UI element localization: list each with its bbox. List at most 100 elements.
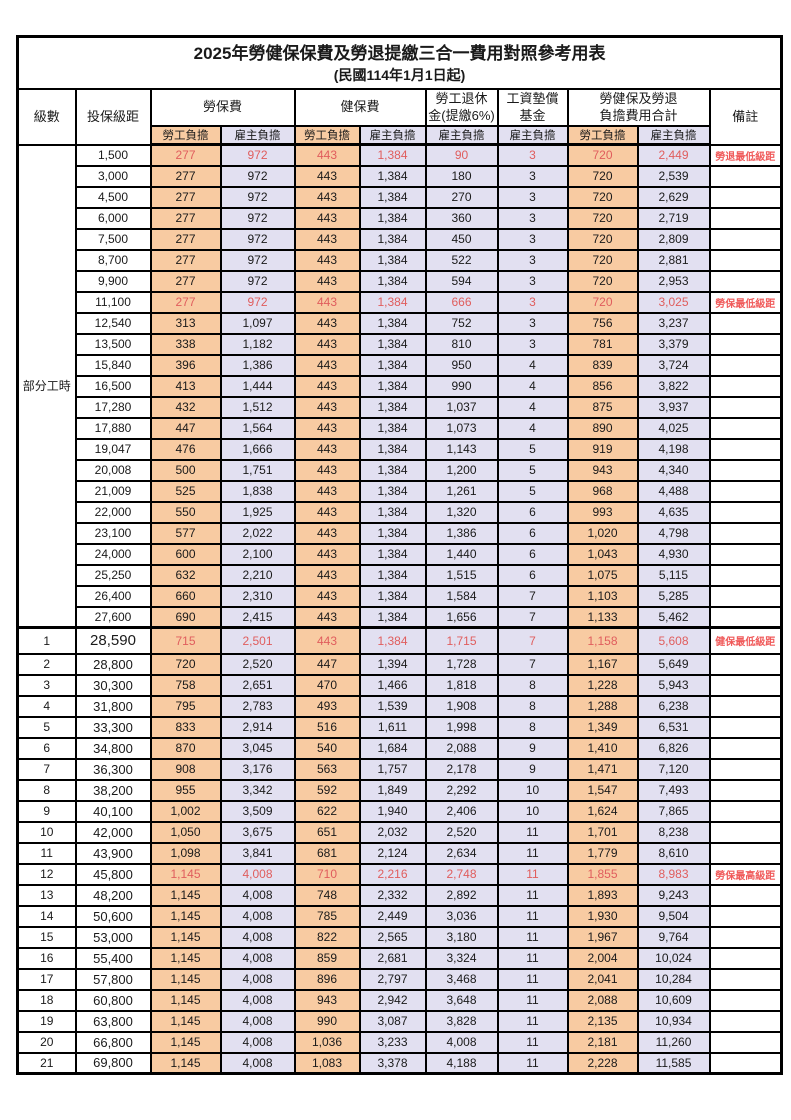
total-employer-cell: 4,340: [636, 458, 711, 482]
wage-fund-employer-cell: 8: [496, 673, 569, 697]
remark-cell: [708, 542, 783, 566]
total-employee-cell: 2,228: [566, 1051, 639, 1075]
labor-fee-employee-cell: 1,050: [149, 820, 222, 844]
health-fee-employer-cell: 1,384: [358, 311, 427, 335]
remark-cell: [708, 227, 783, 251]
pension-employer-cell: 3,648: [424, 988, 499, 1012]
bracket-cell: 33,300: [74, 715, 152, 739]
remark-cell: [708, 652, 783, 676]
remark-cell: [708, 206, 783, 230]
health-fee-employer-cell: 1,384: [358, 185, 427, 209]
labor-fee-employer-cell: 1,666: [219, 437, 296, 461]
table-row: 8,700 277 972 443 1,384 522 3 720 2,881: [18, 248, 783, 272]
table-row: 20,008 500 1,751 443 1,384 1,200 5 943 4,340: [18, 458, 783, 482]
header-labor-insurance: 勞保費: [149, 87, 296, 127]
level-cell: 4: [16, 694, 77, 718]
table-row: 9,900 277 972 443 1,384 594 3 720 2,953: [18, 269, 783, 293]
total-employee-cell: 720: [566, 206, 639, 230]
header-health-insurance: 健保費: [293, 87, 427, 127]
level-cell: 9: [16, 799, 77, 823]
health-fee-employer-cell: 1,757: [358, 757, 427, 781]
total-employer-cell: 2,629: [636, 185, 711, 209]
table-row: 15,840 396 1,386 443 1,384 950 4 839 3,724: [18, 353, 783, 377]
remark-cell: [708, 967, 783, 991]
level-cell: 11: [16, 841, 77, 865]
bracket-cell: 55,400: [74, 946, 152, 970]
labor-fee-employer-cell: 1,182: [219, 332, 296, 356]
total-employer-cell: 5,285: [636, 584, 711, 608]
total-employer-cell: 2,449: [636, 143, 711, 167]
table-row: 6 34,800 870 3,045 540 1,684 2,088 9 1,410 6,826: [16, 736, 783, 760]
labor-fee-employee-cell: 1,098: [149, 841, 222, 865]
bracket-cell: 38,200: [74, 778, 152, 802]
pension-employer-cell: 2,748: [424, 862, 499, 886]
total-employer-cell: 2,539: [636, 164, 711, 188]
total-employee-cell: 993: [566, 500, 639, 524]
level-cell: 17: [16, 967, 77, 991]
labor-fee-employee-cell: 500: [149, 458, 222, 482]
total-employer-cell: 4,635: [636, 500, 711, 524]
pension-employer-cell: 1,037: [424, 395, 499, 419]
total-employee-cell: 875: [566, 395, 639, 419]
table-row: 17 57,800 1,145 4,008 896 2,797 3,468 11 2,041 10…: [16, 967, 783, 991]
health-fee-employer-cell: 1,384: [358, 563, 427, 587]
bracket-cell: 17,880: [74, 416, 152, 440]
labor-fee-employer-cell: 1,564: [219, 416, 296, 440]
wage-fund-employer-cell: 5: [496, 479, 569, 503]
wage-fund-employer-cell: 3: [496, 269, 569, 293]
table-row: 25,250 632 2,210 443 1,384 1,515 6 1,075 5,115: [18, 563, 783, 587]
health-fee-employer-cell: 1,384: [358, 290, 427, 314]
bracket-cell: 9,900: [74, 269, 152, 293]
bracket-cell: 27,600: [74, 605, 152, 629]
level-cell: 6: [16, 736, 77, 760]
wage-fund-employer-cell: 3: [496, 311, 569, 335]
labor-fee-employer-cell: 4,008: [219, 988, 296, 1012]
header-remark: 備註: [708, 87, 783, 146]
pension-employer-cell: 360: [424, 206, 499, 230]
table-row: 24,000 600 2,100 443 1,384 1,440 6 1,043 4,930: [18, 542, 783, 566]
bracket-cell: 30,300: [74, 673, 152, 697]
labor-fee-employee-cell: 632: [149, 563, 222, 587]
health-fee-employer-cell: 1,384: [358, 542, 427, 566]
pension-employer-cell: 90: [424, 143, 499, 167]
labor-fee-employer-cell: 972: [219, 248, 296, 272]
total-employee-cell: 1,701: [566, 820, 639, 844]
bracket-cell: 40,100: [74, 799, 152, 823]
bracket-cell: 6,000: [74, 206, 152, 230]
health-fee-employer-cell: 1,684: [358, 736, 427, 760]
level-cell: 10: [16, 820, 77, 844]
labor-fee-employer-cell: 972: [219, 164, 296, 188]
labor-fee-employer-cell: 972: [219, 290, 296, 314]
total-employee-cell: 943: [566, 458, 639, 482]
health-fee-employee-cell: 651: [293, 820, 361, 844]
remark-cell: [708, 395, 783, 419]
labor-fee-employer-cell: 4,008: [219, 1030, 296, 1054]
table-row: 19,047 476 1,666 443 1,384 1,143 5 919 4,198: [18, 437, 783, 461]
level-cell: 1: [16, 626, 77, 655]
header-pension-line2: 金(提繳6%): [428, 108, 495, 124]
health-fee-employee-cell: 470: [293, 673, 361, 697]
table-row: 12,540 313 1,097 443 1,384 752 3 756 3,237: [18, 311, 783, 335]
table-row: 26,400 660 2,310 443 1,384 1,584 7 1,103 5,285: [18, 584, 783, 608]
wage-fund-employer-cell: 11: [496, 946, 569, 970]
level-cell: 20: [16, 1030, 77, 1054]
labor-fee-employer-cell: 972: [219, 269, 296, 293]
bracket-cell: 60,800: [74, 988, 152, 1012]
pension-employer-cell: 4,188: [424, 1051, 499, 1075]
bracket-cell: 13,500: [74, 332, 152, 356]
pension-employer-cell: 1,386: [424, 521, 499, 545]
labor-fee-employee-cell: 720: [149, 652, 222, 676]
wage-fund-employer-cell: 8: [496, 715, 569, 739]
header-total-employer: 雇主負擔: [636, 124, 711, 147]
bracket-cell: 11,100: [74, 290, 152, 314]
bracket-cell: 17,280: [74, 395, 152, 419]
health-fee-employer-cell: 1,384: [358, 500, 427, 524]
health-fee-employer-cell: 1,384: [358, 206, 427, 230]
labor-fee-employee-cell: 277: [149, 290, 222, 314]
total-employer-cell: 3,937: [636, 395, 711, 419]
remark-cell: [708, 521, 783, 545]
total-employee-cell: 2,041: [566, 967, 639, 991]
total-employee-cell: 890: [566, 416, 639, 440]
bracket-cell: 50,600: [74, 904, 152, 928]
total-employer-cell: 2,881: [636, 248, 711, 272]
